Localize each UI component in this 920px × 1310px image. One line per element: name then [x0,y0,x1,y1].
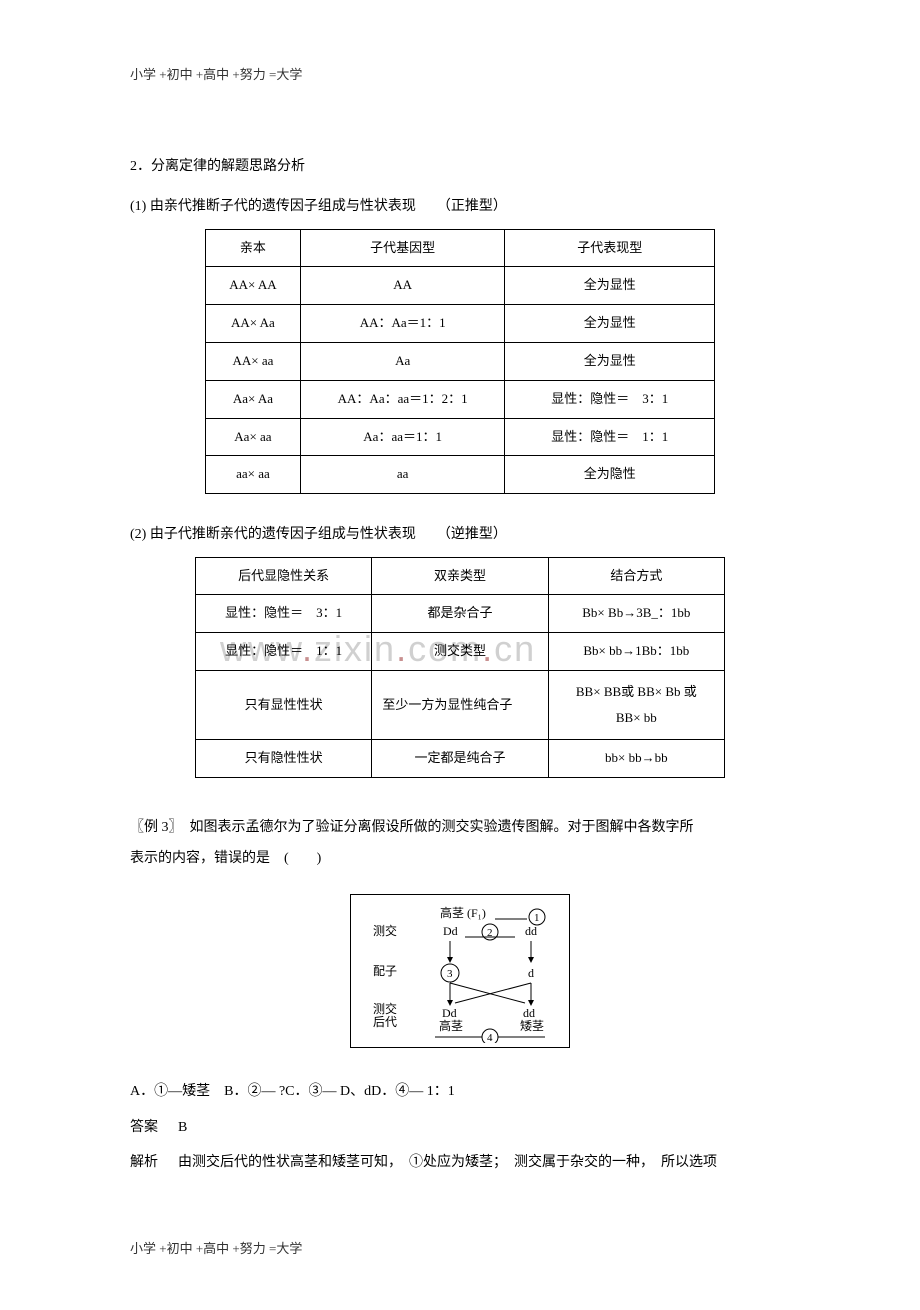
svg-text:高茎: 高茎 [439,1018,463,1033]
example-line1: 如图表示孟德尔为了验证分离假设所做的测交实验遗传图解。对于图解中各数字所 [190,820,694,835]
svg-text:Dd: Dd [443,924,458,938]
svg-text:3: 3 [447,968,453,980]
table-row: AA× AAAA全为显性 [206,267,715,305]
table-header: 双亲类型 [372,557,548,595]
table-row: 显性：隐性＝ 1：1测交类型Bb× bb→1Bb：1bb [196,633,725,671]
table-header: 结合方式 [548,557,724,595]
top-label: 高茎 (F₁) [440,905,486,920]
svg-text:Dd: Dd [442,1006,457,1020]
table-row: 显性：隐性＝ 3：1都是杂合子Bb× Bb→3B_：1bb [196,595,725,633]
reverse-inference-table: 后代显隐性关系 双亲类型 结合方式 显性：隐性＝ 3：1都是杂合子Bb× Bb→… [195,557,725,778]
cross-diagram: 高茎 (F₁) 1 测交 Dd 2 dd 配子 3 d 测交 后代 Dd dd … [130,894,790,1056]
table-header: 亲本 [206,229,301,267]
options-line: A．①—矮茎 B．②— ?C．③— D、dD．④— 1：1 [130,1077,790,1108]
svg-text:dd: dd [525,924,537,938]
svg-text:dd: dd [523,1006,535,1020]
table-row: AA× aaAa全为显性 [206,342,715,380]
page-footer: 小学 +初中 +高中 +努力 =大学 [130,1239,790,1260]
table-header-row: 后代显隐性关系 双亲类型 结合方式 [196,557,725,595]
example-prefix: 〖例 3〗 [130,820,176,835]
table-row: 只有隐性性状一定都是纯合子bb× bb→bb [196,739,725,777]
answer-line: 答案 B [130,1113,790,1144]
table-header: 后代显隐性关系 [196,557,372,595]
table-row: 只有显性性状至少一方为显性纯合子BB× BB或 BB× Bb 或 BB× bb [196,670,725,739]
answer-value: B [178,1120,187,1135]
svg-text:矮茎: 矮茎 [520,1019,544,1033]
analysis-line: 解析 由测交后代的性状高茎和矮茎可知， ①处应为矮茎； 测交属于杂交的一种， 所以… [130,1148,790,1179]
table-row: aa× aaaa全为隐性 [206,456,715,494]
table-row: Aa× AaAA：Aa：aa＝1：2：1显性：隐性＝ 3：1 [206,380,715,418]
svg-text:后代: 后代 [373,1015,397,1029]
svg-text:2: 2 [487,927,493,939]
genetics-diagram-svg: 高茎 (F₁) 1 测交 Dd 2 dd 配子 3 d 测交 后代 Dd dd … [365,903,555,1043]
subsection-1-title: (1) 由亲代推断子代的遗传因子组成与性状表现 （正推型） [130,196,790,218]
section-2-title: 2．分离定律的解题思路分析 [130,156,790,178]
analysis-label: 解析 [130,1155,158,1170]
svg-text:配子: 配子 [373,964,397,978]
svg-text:d: d [528,966,534,980]
page-header: 小学 +初中 +高中 +努力 =大学 [130,65,790,86]
svg-text:测交: 测交 [373,923,397,938]
table-row: AA× AaAA：Aa＝1：1全为显性 [206,305,715,343]
svg-text:4: 4 [487,1032,493,1043]
subsection-2-title: (2) 由子代推断亲代的遗传因子组成与性状表现 （逆推型） [130,524,790,546]
svg-text:测交: 测交 [373,1001,397,1016]
table-header: 子代表现型 [505,229,715,267]
table-row: Aa× aaAa：aa＝1：1显性：隐性＝ 1：1 [206,418,715,456]
table-header-row: 亲本 子代基因型 子代表现型 [206,229,715,267]
example-3-block: 〖例 3〗 如图表示孟德尔为了验证分离假设所做的测交实验遗传图解。对于图解中各数… [130,813,790,875]
table-header: 子代基因型 [300,229,505,267]
answer-label: 答案 [130,1120,158,1135]
forward-inference-table: 亲本 子代基因型 子代表现型 AA× AAAA全为显性 AA× AaAA：Aa＝… [205,229,715,495]
analysis-text: 由测交后代的性状高茎和矮茎可知， ①处应为矮茎； 测交属于杂交的一种， 所以选项 [178,1155,717,1170]
example-line2: 表示的内容，错误的是 ( ) [130,844,790,875]
svg-text:1: 1 [534,912,540,924]
